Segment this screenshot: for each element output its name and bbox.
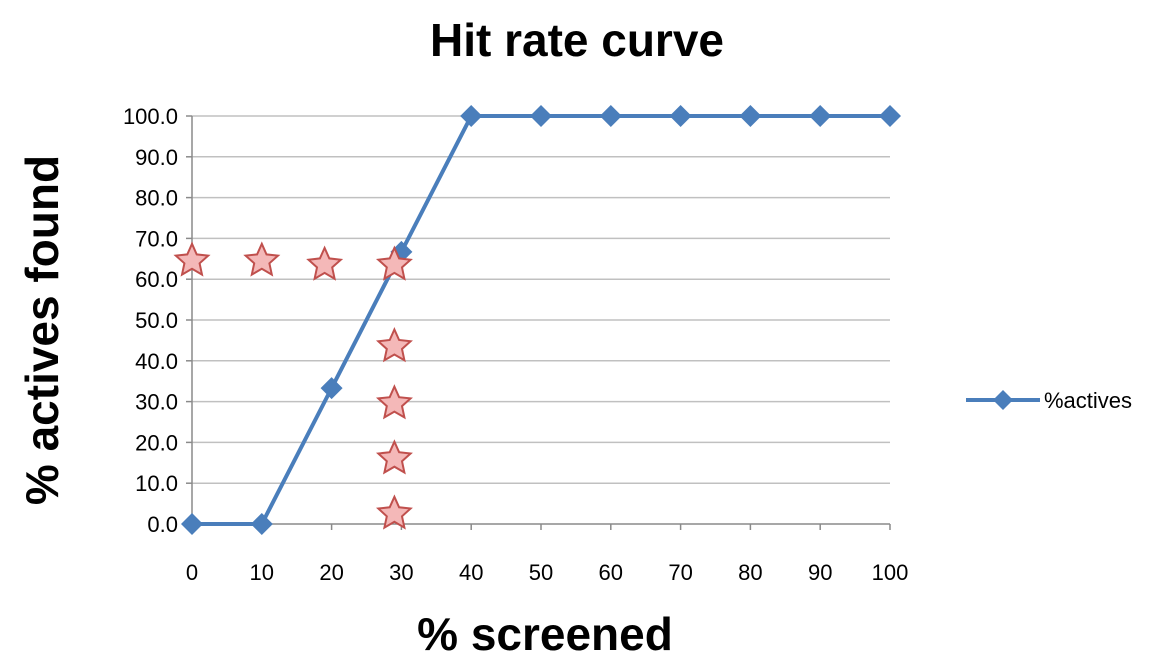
data-point: [460, 105, 483, 127]
data-point: [879, 105, 901, 127]
data-point: [809, 105, 832, 127]
y-tick-label: 30.0: [135, 390, 178, 415]
series-layer: [181, 105, 901, 535]
data-point: [181, 513, 203, 535]
y-tick-label: 70.0: [135, 226, 178, 251]
data-point: [739, 105, 762, 127]
data-point: [599, 105, 622, 127]
x-tick-label: 20: [319, 560, 343, 585]
y-tick-label: 50.0: [135, 308, 178, 333]
chart-title: Hit rate curve: [430, 14, 724, 66]
y-tick-label: 90.0: [135, 145, 178, 170]
legend-marker: [993, 390, 1013, 410]
star-marker: [375, 384, 413, 420]
x-tick-label: 10: [250, 560, 274, 585]
data-point: [250, 513, 273, 535]
data-point: [669, 105, 692, 127]
star-marker: [375, 494, 413, 530]
x-tick-label: 30: [389, 560, 413, 585]
star-annotations: [173, 241, 413, 530]
x-axis-title: % screened: [417, 608, 673, 660]
x-tick-label: 50: [529, 560, 553, 585]
star-marker: [173, 241, 211, 277]
x-tick-label: 0: [186, 560, 198, 585]
x-tick-label: 60: [599, 560, 623, 585]
y-tick-label: 10.0: [135, 471, 178, 496]
x-tick-label: 70: [668, 560, 692, 585]
x-tick-labels: 0 10 20 30 40 50 60 70 80 90 100: [186, 560, 908, 585]
data-point: [320, 377, 343, 400]
y-tick-label: 100.0: [123, 104, 178, 129]
star-marker: [375, 245, 413, 281]
x-tick-label: 100: [872, 560, 909, 585]
x-tick-label: 80: [738, 560, 762, 585]
star-marker: [375, 439, 413, 475]
star-marker: [243, 241, 281, 277]
y-tick-label: 20.0: [135, 430, 178, 455]
y-tick-label: 0.0: [147, 512, 178, 537]
y-tick-label: 40.0: [135, 349, 178, 374]
star-marker: [306, 245, 344, 281]
y-axis-title: % actives found: [16, 155, 68, 505]
y-tick-label: 80.0: [135, 186, 178, 211]
y-tick-labels: 0.0 10.0 20.0 30.0 40.0 50.0 60.0 70.0 80.0 90.0 1…: [123, 104, 178, 537]
y-tick-label: 60.0: [135, 267, 178, 292]
star-marker: [375, 327, 413, 363]
data-point: [390, 240, 413, 263]
legend: %actives: [966, 388, 1132, 413]
legend-label: %actives: [1044, 388, 1132, 413]
x-tick-label: 90: [808, 560, 832, 585]
gridlines: [186, 115, 891, 530]
x-tick-label: 40: [459, 560, 483, 585]
data-point: [530, 105, 552, 127]
